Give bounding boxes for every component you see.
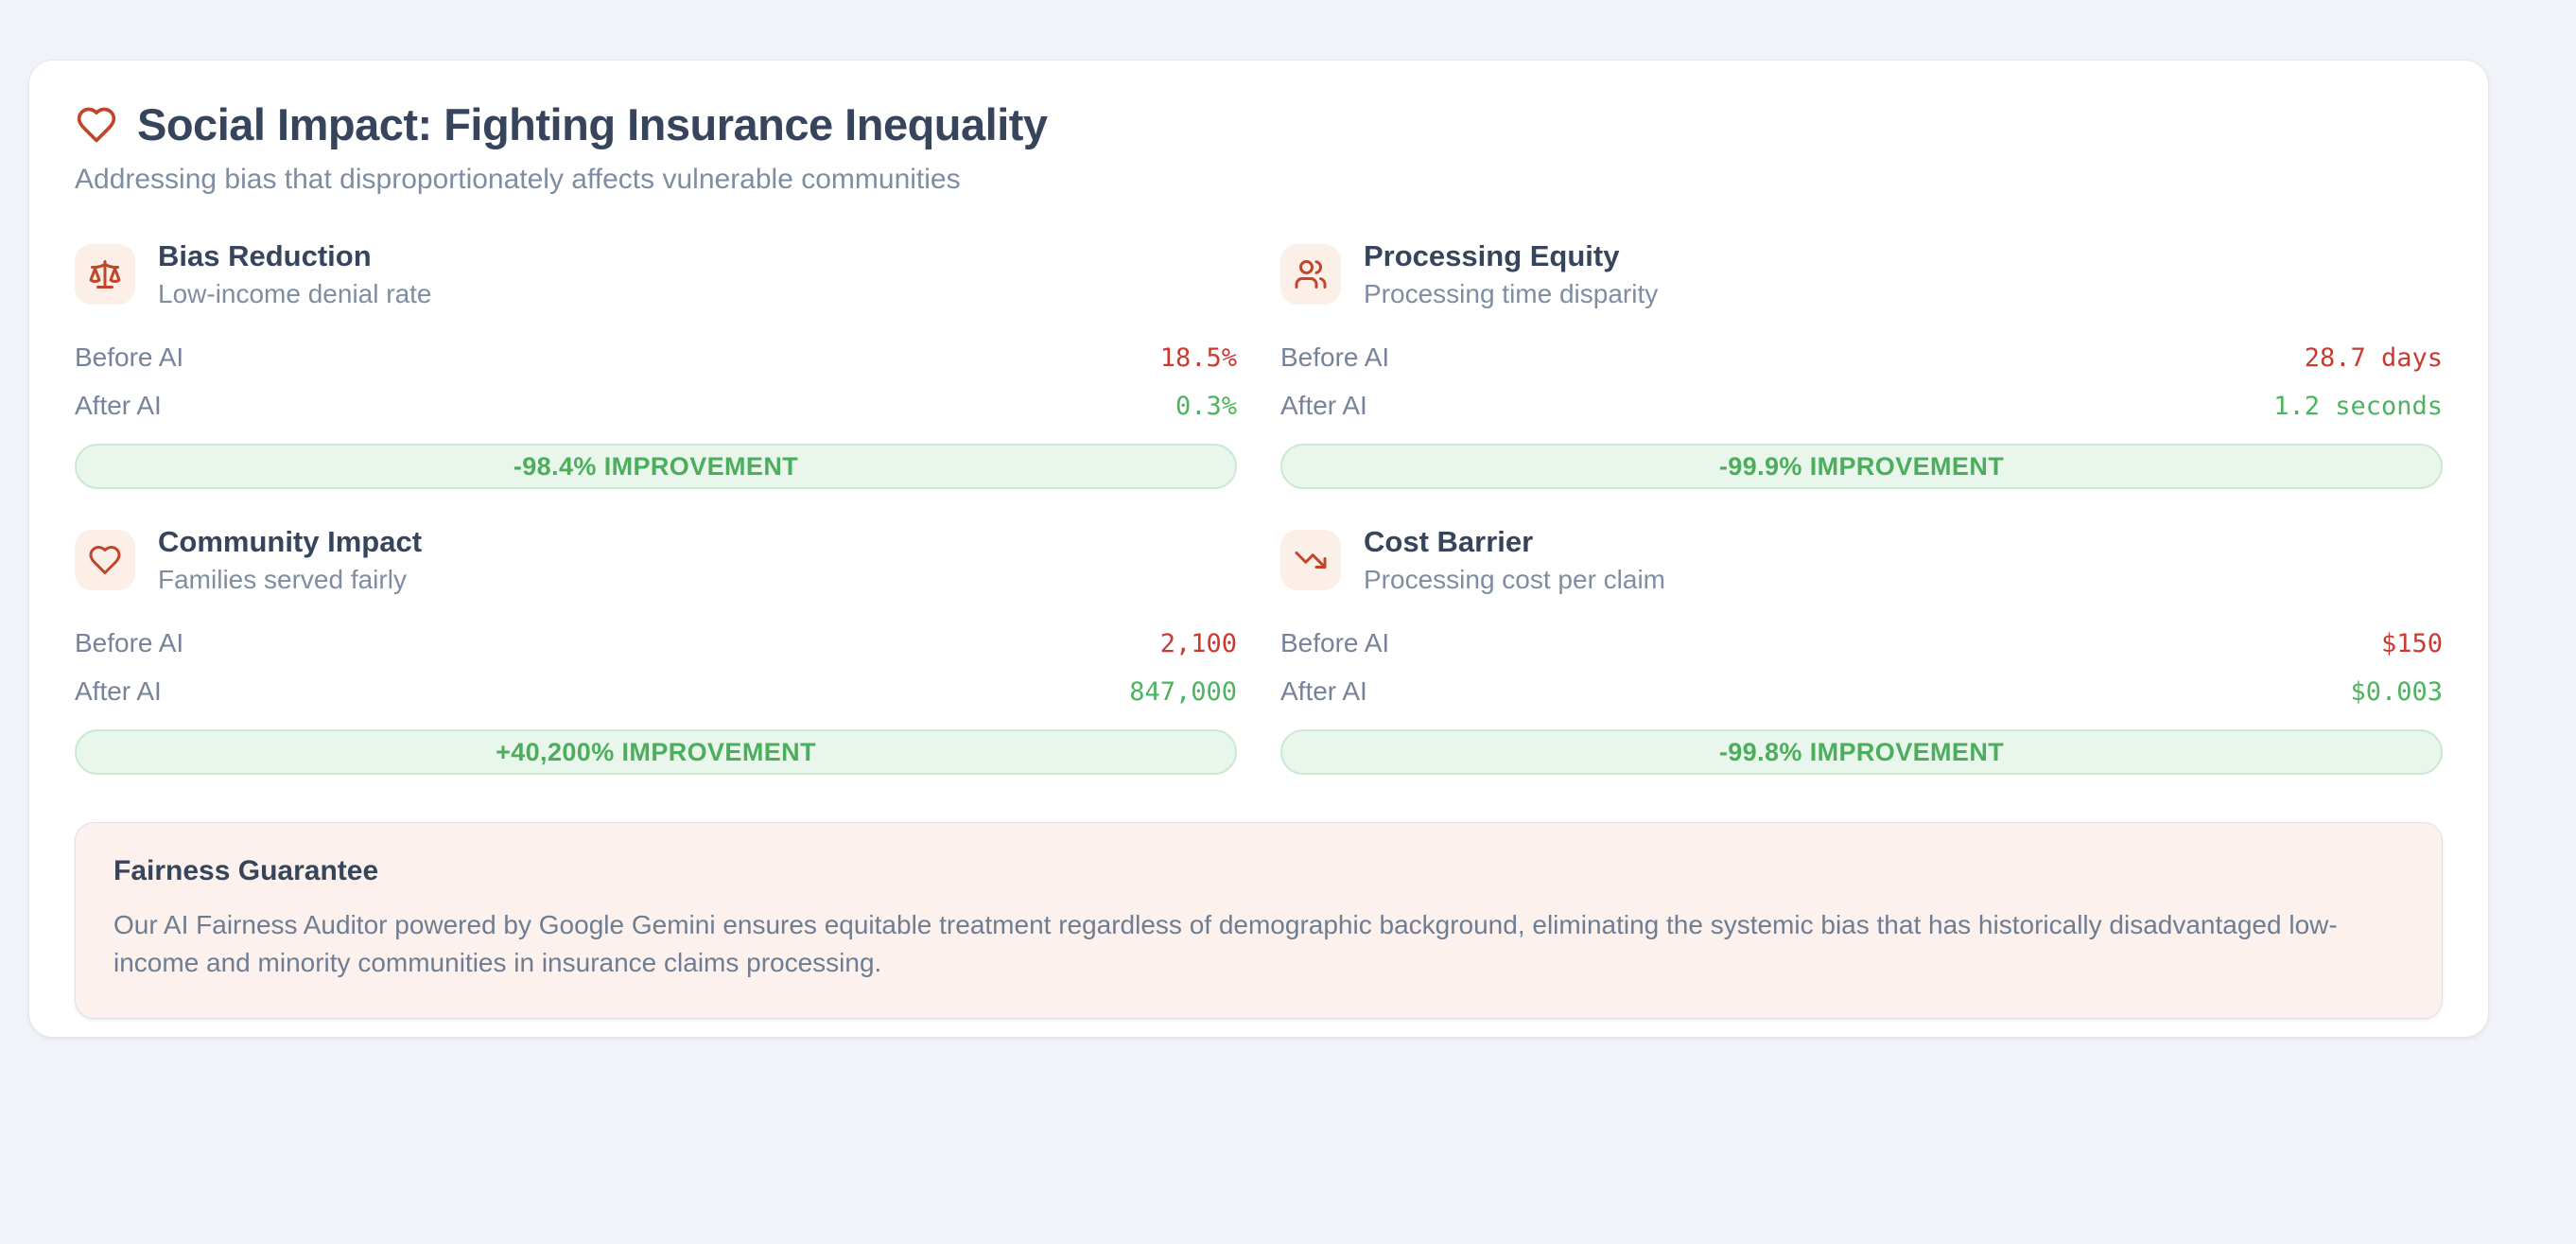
metric-header: Cost Barrier Processing cost per claim [1280, 525, 2443, 595]
after-ai-row: After AI 0.3% [75, 392, 1237, 421]
metric-header: Community Impact Families served fairly [75, 525, 1237, 595]
metric-title: Bias Reduction [158, 239, 372, 272]
improvement-badge: +40,200% IMPROVEMENT [75, 729, 1237, 775]
page: Social Impact: Fighting Insurance Inequa… [0, 60, 2576, 1038]
social-impact-card: Social Impact: Fighting Insurance Inequa… [28, 60, 2489, 1038]
users-icon [1295, 260, 1327, 289]
after-ai-label: After AI [75, 391, 162, 420]
metric-rows: Before AI 18.5% After AI 0.3% [75, 343, 1237, 421]
before-ai-row: Before AI 2,100 [75, 629, 1237, 658]
before-ai-value: $150 [2380, 629, 2443, 658]
before-ai-label: Before AI [1280, 342, 1390, 372]
fairness-guarantee-panel: Fairness Guarantee Our AI Fairness Audit… [75, 822, 2443, 1019]
metric-subtitle: Low-income denial rate [158, 279, 432, 308]
metric-icon-chip [75, 244, 135, 305]
after-ai-row: After AI 847,000 [75, 677, 1237, 707]
fairness-title: Fairness Guarantee [113, 855, 379, 886]
improvement-badge: -99.8% IMPROVEMENT [1280, 729, 2443, 775]
metric-header-text: Bias Reduction Low-income denial rate [158, 239, 432, 309]
metric-card-community-impact: Community Impact Families served fairly … [75, 525, 1237, 775]
improvement-badge: -99.9% IMPROVEMENT [1280, 444, 2443, 489]
after-ai-row: After AI $0.003 [1280, 677, 2443, 707]
improvement-badge: -98.4% IMPROVEMENT [75, 444, 1237, 489]
metric-card-processing-equity: Processing Equity Processing time dispar… [1280, 239, 2443, 489]
page-title: Social Impact: Fighting Insurance Inequa… [137, 99, 1048, 149]
before-ai-row: Before AI 18.5% [75, 343, 1237, 373]
after-ai-value: 1.2 seconds [2273, 392, 2443, 421]
metric-rows: Before AI 2,100 After AI 847,000 [75, 629, 1237, 707]
before-ai-value: 2,100 [1159, 629, 1237, 658]
metric-rows: Before AI $150 After AI $0.003 [1280, 629, 2443, 707]
metric-header-text: Cost Barrier Processing cost per claim [1364, 525, 1665, 595]
metric-card-bias-reduction: Bias Reduction Low-income denial rate Be… [75, 239, 1237, 489]
after-ai-value: 847,000 [1129, 677, 1237, 707]
heart-icon [77, 107, 116, 142]
heart-icon [89, 546, 121, 574]
metric-title: Processing Equity [1364, 239, 1620, 272]
metric-header-text: Community Impact Families served fairly [158, 525, 422, 595]
after-ai-value: $0.003 [2350, 677, 2443, 707]
before-ai-row: Before AI $150 [1280, 629, 2443, 658]
before-ai-value: 28.7 days [2304, 343, 2443, 373]
metric-title: Community Impact [158, 525, 423, 558]
after-ai-value: 0.3% [1175, 392, 1237, 421]
metrics-grid: Bias Reduction Low-income denial rate Be… [75, 239, 2443, 775]
after-ai-label: After AI [75, 676, 162, 706]
metric-icon-chip [1280, 244, 1341, 305]
after-ai-row: After AI 1.2 seconds [1280, 392, 2443, 421]
metric-icon-chip [75, 530, 135, 590]
metric-rows: Before AI 28.7 days After AI 1.2 seconds [1280, 343, 2443, 421]
scale-icon [89, 260, 121, 289]
trending-down-icon [1295, 552, 1327, 569]
metric-header: Bias Reduction Low-income denial rate [75, 239, 1237, 309]
metric-header-text: Processing Equity Processing time dispar… [1364, 239, 1658, 309]
metric-subtitle: Families served fairly [158, 565, 407, 594]
before-ai-label: Before AI [1280, 628, 1390, 657]
after-ai-label: After AI [1280, 676, 1367, 706]
card-header: Social Impact: Fighting Insurance Inequa… [75, 98, 2443, 150]
before-ai-value: 18.5% [1159, 343, 1237, 373]
metric-card-cost-barrier: Cost Barrier Processing cost per claim B… [1280, 525, 2443, 775]
before-ai-row: Before AI 28.7 days [1280, 343, 2443, 373]
page-subtitle: Addressing bias that disproportionately … [75, 164, 961, 195]
fairness-body: Our AI Fairness Auditor powered by Googl… [113, 910, 2338, 977]
metric-header: Processing Equity Processing time dispar… [1280, 239, 2443, 309]
metric-icon-chip [1280, 530, 1341, 590]
before-ai-label: Before AI [75, 342, 184, 372]
after-ai-label: After AI [1280, 391, 1367, 420]
metric-subtitle: Processing time disparity [1364, 279, 1659, 308]
before-ai-label: Before AI [75, 628, 184, 657]
metric-title: Cost Barrier [1364, 525, 1534, 558]
metric-subtitle: Processing cost per claim [1364, 565, 1666, 594]
